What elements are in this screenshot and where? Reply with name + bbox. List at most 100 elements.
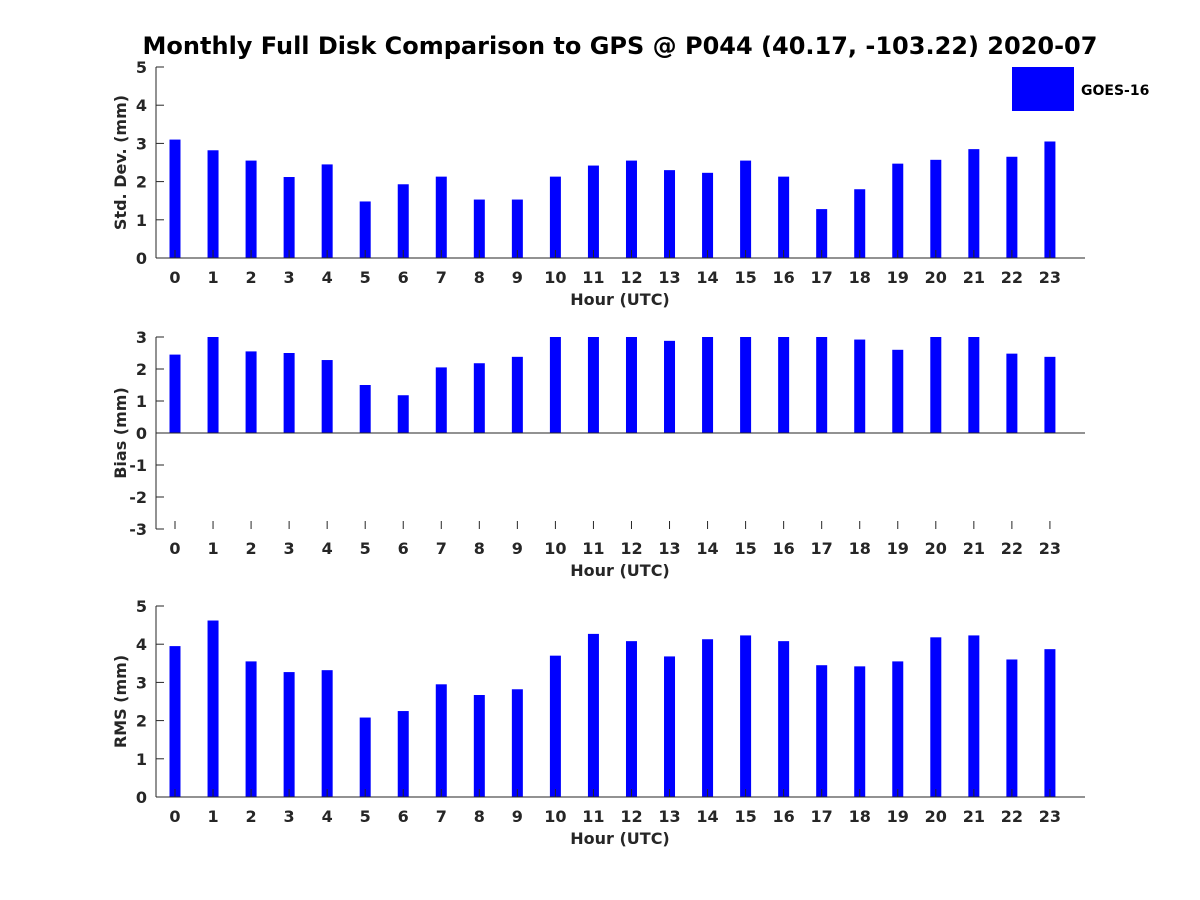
bar-bias-11 — [587, 337, 599, 433]
bar-stddev-10 — [549, 176, 561, 258]
x-tick-label: 0 — [169, 807, 180, 826]
y-tick-label: 4 — [136, 96, 147, 115]
chart-title: Monthly Full Disk Comparison to GPS @ P0… — [143, 32, 1098, 60]
x-tick-label: 18 — [849, 268, 871, 287]
bar-rms-6 — [397, 711, 409, 797]
bar-bias-19 — [892, 349, 904, 433]
bar-rms-18 — [854, 666, 866, 797]
bar-rms-8 — [473, 695, 485, 797]
x-tick-label: 18 — [849, 807, 871, 826]
legend: GOES-16 — [1012, 67, 1149, 111]
x-tick-label: 22 — [1001, 539, 1023, 558]
y-axis-label: Std. Dev. (mm) — [111, 95, 130, 230]
y-tick-label: 0 — [136, 424, 147, 443]
bar-stddev-11 — [587, 165, 599, 258]
y-tick-label: 3 — [136, 673, 147, 692]
x-tick-label: 4 — [322, 807, 333, 826]
x-tick-label: 5 — [360, 807, 371, 826]
y-axis-label: Bias (mm) — [111, 387, 130, 479]
x-tick-label: 8 — [474, 268, 485, 287]
y-tick-label: -2 — [129, 488, 147, 507]
bar-rms-11 — [587, 633, 599, 797]
bar-bias-21 — [968, 337, 980, 433]
bar-bias-5 — [359, 385, 371, 433]
x-tick-label: 13 — [658, 268, 680, 287]
legend-swatch — [1012, 67, 1074, 111]
y-tick-label: 1 — [136, 750, 147, 769]
y-tick-label: 3 — [136, 328, 147, 347]
bar-bias-18 — [854, 339, 866, 433]
x-tick-label: 20 — [925, 807, 947, 826]
bar-bias-8 — [473, 363, 485, 433]
bar-stddev-2 — [245, 160, 257, 258]
bar-bias-10 — [549, 337, 561, 433]
x-axis-label: Hour (UTC) — [570, 829, 670, 848]
x-tick-label: 5 — [360, 268, 371, 287]
bar-stddev-21 — [968, 149, 980, 258]
x-tick-label: 10 — [544, 539, 566, 558]
bar-stddev-6 — [397, 184, 409, 258]
x-tick-label: 15 — [734, 539, 756, 558]
bar-stddev-0 — [169, 139, 181, 258]
bar-bias-1 — [207, 337, 219, 433]
bar-bias-17 — [816, 337, 828, 433]
bar-rms-13 — [664, 656, 676, 797]
bar-stddev-18 — [854, 189, 866, 258]
x-tick-label: 5 — [360, 539, 371, 558]
bar-stddev-15 — [740, 160, 752, 258]
x-tick-label: 6 — [398, 807, 409, 826]
bar-rms-23 — [1044, 649, 1056, 797]
x-tick-label: 15 — [734, 268, 756, 287]
x-tick-label: 16 — [773, 807, 795, 826]
x-tick-label: 20 — [925, 539, 947, 558]
x-tick-label: 18 — [849, 539, 871, 558]
bar-stddev-4 — [321, 164, 333, 258]
x-tick-label: 19 — [887, 268, 909, 287]
bar-bias-0 — [169, 354, 181, 433]
bar-rms-9 — [511, 689, 523, 797]
x-tick-label: 7 — [436, 807, 447, 826]
bar-rms-0 — [169, 646, 181, 797]
x-tick-label: 6 — [398, 268, 409, 287]
x-tick-label: 9 — [512, 539, 523, 558]
x-tick-label: 23 — [1039, 539, 1061, 558]
bar-stddev-3 — [283, 177, 295, 258]
bar-bias-23 — [1044, 356, 1056, 433]
x-tick-label: 11 — [582, 268, 604, 287]
x-tick-label: 16 — [773, 539, 795, 558]
y-tick-label: 3 — [136, 134, 147, 153]
bar-bias-13 — [664, 340, 676, 433]
bar-rms-1 — [207, 620, 219, 797]
y-tick-label: 5 — [136, 58, 147, 77]
x-tick-label: 4 — [322, 268, 333, 287]
y-tick-label: 0 — [136, 249, 147, 268]
x-tick-label: 22 — [1001, 807, 1023, 826]
bar-rms-3 — [283, 672, 295, 797]
x-tick-label: 17 — [811, 807, 833, 826]
bar-bias-3 — [283, 353, 295, 433]
x-tick-label: 2 — [246, 807, 257, 826]
bar-bias-4 — [321, 360, 333, 433]
x-tick-label: 21 — [963, 807, 985, 826]
bar-bias-16 — [778, 337, 790, 433]
y-tick-label: 2 — [136, 360, 147, 379]
y-tick-label: 2 — [136, 712, 147, 731]
y-tick-label: 1 — [136, 392, 147, 411]
x-tick-label: 3 — [284, 539, 295, 558]
bar-stddev-8 — [473, 199, 485, 258]
bar-rms-15 — [740, 635, 752, 797]
x-tick-label: 11 — [582, 539, 604, 558]
x-tick-label: 13 — [658, 807, 680, 826]
bar-stddev-23 — [1044, 141, 1056, 258]
bar-rms-2 — [245, 661, 257, 797]
x-tick-label: 17 — [811, 539, 833, 558]
x-axis-label: Hour (UTC) — [570, 290, 670, 309]
x-tick-label: 19 — [887, 539, 909, 558]
x-tick-label: 14 — [696, 268, 718, 287]
x-tick-label: 1 — [207, 268, 218, 287]
bar-bias-22 — [1006, 353, 1018, 433]
